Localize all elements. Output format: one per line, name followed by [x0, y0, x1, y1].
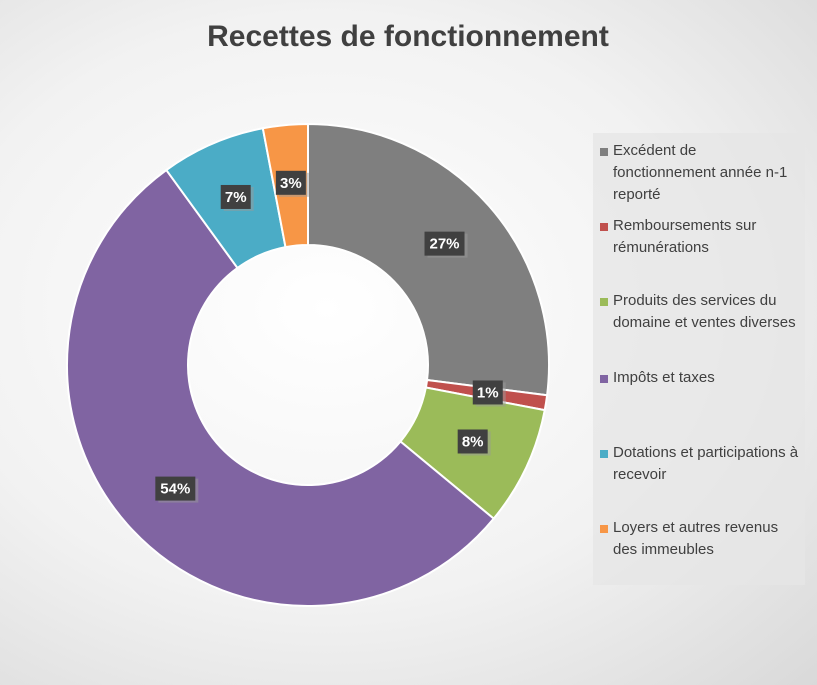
data-label: 3% [280, 175, 302, 192]
data-label: 7% [225, 189, 247, 206]
legend-label: Produits des services du domaine et vent… [613, 292, 796, 331]
data-label: 27% [430, 236, 460, 253]
data-label: 1% [477, 384, 499, 401]
legend-swatch [600, 223, 608, 231]
chart-title: Recettes de fonctionnement [207, 20, 609, 53]
data-label: 54% [160, 481, 190, 498]
data-label-box [472, 380, 503, 405]
data-label: 8% [462, 433, 484, 450]
legend-swatch [600, 375, 608, 383]
legend: Excédent de fonctionnement année n-1 rep… [593, 133, 805, 585]
donut-slice [307, 122, 550, 397]
legend-label: Excédent de fonctionnement année n-1 rep… [613, 142, 788, 203]
data-label-box [155, 476, 196, 501]
data-label-box [220, 184, 251, 209]
data-label-box [457, 429, 488, 454]
legend-swatch [600, 298, 608, 306]
legend-label: Impôts et taxes [613, 369, 715, 386]
data-label-box [424, 231, 465, 256]
data-label-box [275, 170, 306, 195]
legend-swatch [600, 148, 608, 156]
legend-label: Dotations et participations à recevoir [613, 444, 799, 483]
legend-label: Remboursements sur rémunérations [613, 217, 757, 256]
legend-label: Loyers et autres revenus des immeubles [613, 519, 779, 558]
legend-swatch [600, 525, 608, 533]
legend-swatch [600, 450, 608, 458]
